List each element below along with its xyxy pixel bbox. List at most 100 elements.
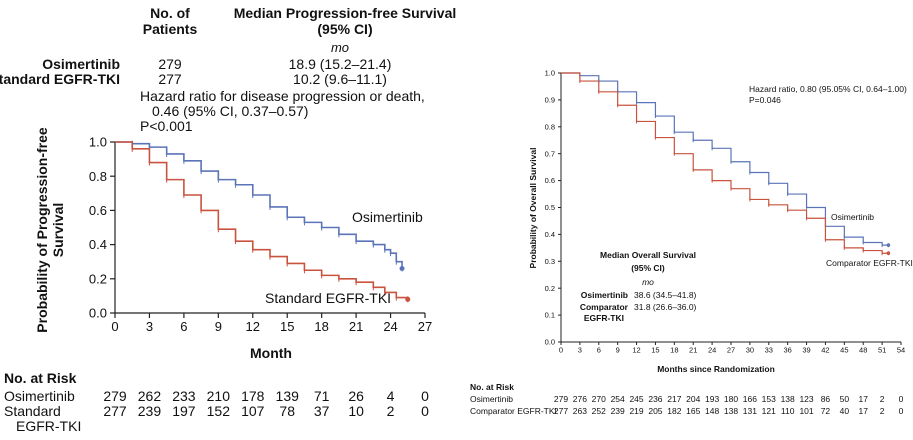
- y-tick-label: 0.6: [89, 203, 107, 218]
- x-tick-label: 24: [708, 346, 716, 355]
- risk-value: 4: [387, 388, 395, 404]
- y-tick-label: 0.6: [545, 176, 555, 185]
- risk-value: 17: [858, 394, 868, 404]
- risk-value: 139: [276, 388, 300, 404]
- x-tick-label: 9: [616, 346, 620, 355]
- risk-value: 276: [573, 394, 587, 404]
- km-series-0: [115, 140, 405, 272]
- risk-value: 17: [858, 406, 868, 416]
- risk-value: 178: [241, 388, 265, 404]
- y-axis-label-left-line1: Probability of Progression-free: [34, 127, 50, 333]
- risk-value: 148: [705, 406, 719, 416]
- risk-value: 26: [348, 388, 364, 404]
- risk-value: 2: [880, 406, 885, 416]
- curve-end-point: [399, 266, 405, 272]
- risk-value: 165: [686, 406, 700, 416]
- risk-value: 262: [138, 388, 162, 404]
- x-tick-label: 6: [180, 319, 187, 334]
- arm-median-osimertinib: 18.9 (15.2–21.4): [289, 56, 392, 72]
- risk-value: 204: [686, 394, 700, 404]
- right-risk-values: 279 276 270 254 245 236 217 204 193 180 166 153 138 1…: [554, 394, 904, 416]
- risk-value: 0: [421, 403, 429, 419]
- risk-value: 152: [207, 403, 231, 419]
- risk-value: 180: [724, 394, 738, 404]
- risk-value: 0: [421, 388, 429, 404]
- risk-value: 110: [781, 406, 795, 416]
- risk-value: 72: [821, 406, 831, 416]
- x-tick-label: 3: [578, 346, 582, 355]
- risk-value: 277: [554, 406, 568, 416]
- median-box-title-line2: (95% CI): [631, 263, 665, 273]
- km-curve-comparator: [561, 72, 889, 254]
- x-tick-label: 12: [246, 319, 260, 334]
- risk-value: 138: [724, 406, 738, 416]
- risk-value: 78: [279, 403, 295, 419]
- y-tick-label: 0.3: [545, 257, 555, 266]
- risk-label-standard-left-line2: EGFR-TKI: [16, 418, 81, 434]
- risk-value: 138: [781, 394, 795, 404]
- median-box-unit: mo: [642, 277, 654, 287]
- x-tick-label: 48: [859, 346, 867, 355]
- median-box-osimertinib-value: 38.6 (34.5–41.8): [634, 290, 697, 300]
- curve-label-osimertinib-left: Osimertinib: [352, 209, 423, 225]
- x-tick-label: 30: [746, 346, 754, 355]
- left-axes: 0 3 6 9 12 15 18 21 24 27 0.0 0.2 0.4 0.6 0.8 1.0: [89, 135, 432, 334]
- curve-label-comparator-right: Comparator EGFR-TKI: [826, 258, 913, 268]
- x-tick-label: 18: [314, 319, 328, 334]
- arm-name-standard: Standard EGFR-TKI: [0, 71, 120, 87]
- curve-end-point: [405, 296, 411, 302]
- y-tick-label: 0.8: [89, 169, 107, 184]
- x-tick-label: 54: [897, 346, 905, 355]
- x-tick-label: 21: [349, 319, 363, 334]
- hr-line1-left: Hazard ratio for disease progression or …: [140, 88, 425, 104]
- arm-patients-standard: 277: [158, 71, 182, 87]
- median-box-comparator-name-line1: Comparator: [580, 302, 629, 312]
- y-tick-label: 0.4: [545, 230, 555, 239]
- x-tick-label: 15: [651, 346, 659, 355]
- x-axis-label-right: Months since Randomization: [657, 364, 775, 374]
- risk-value: 270: [592, 394, 606, 404]
- x-tick-label: 9: [215, 319, 222, 334]
- risk-value: 182: [667, 406, 681, 416]
- risk-value: 233: [172, 388, 196, 404]
- risk-value: 153: [762, 394, 776, 404]
- header-median-line2: (95% CI): [317, 21, 372, 37]
- y-tick-label: 0.9: [545, 96, 555, 105]
- risk-value: 219: [629, 406, 643, 416]
- risk-value: 197: [172, 403, 196, 419]
- x-axis-label-left: Month: [250, 345, 292, 361]
- risk-title-left: No. at Risk: [4, 370, 77, 386]
- curve-label-standard-left: Standard EGFR-TKI: [265, 290, 391, 306]
- header-patients-line2: Patients: [143, 21, 198, 37]
- risk-value: 10: [348, 403, 364, 419]
- risk-value: 2: [387, 403, 395, 419]
- arm-median-standard: 10.2 (9.6–11.1): [293, 71, 387, 87]
- header-patients-line1: No. of: [150, 5, 190, 21]
- left-curves: [115, 140, 411, 303]
- right-curves: [561, 72, 891, 256]
- risk-value: 0: [899, 394, 904, 404]
- median-box-osimertinib-name: Osimertinib: [581, 290, 628, 300]
- x-tick-label: 18: [670, 346, 678, 355]
- y-tick-label: 0.0: [89, 306, 107, 321]
- x-tick-label: 21: [689, 346, 697, 355]
- x-tick-label: 42: [821, 346, 829, 355]
- x-tick-label: 27: [418, 319, 432, 334]
- x-tick-label: 0: [111, 319, 118, 334]
- curve-label-osimertinib-right: Osimertinib: [831, 212, 874, 222]
- risk-value: 86: [821, 394, 831, 404]
- hr-line2-left: 0.46 (95% CI, 0.37–0.57): [152, 103, 308, 119]
- y-tick-label: 0.4: [89, 237, 107, 252]
- risk-value: 0: [899, 406, 904, 416]
- risk-value: 279: [103, 388, 127, 404]
- hr-line2-right: P=0.046: [749, 95, 781, 105]
- x-tick-label: 36: [783, 346, 791, 355]
- arm-name-osimertinib: Osimertinib: [42, 56, 120, 72]
- risk-value: 205: [648, 406, 662, 416]
- risk-value: 107: [241, 403, 265, 419]
- risk-value: 166: [743, 394, 757, 404]
- header-unit: mo: [331, 40, 349, 55]
- median-box-comparator-value: 31.8 (26.6–36.0): [634, 302, 697, 312]
